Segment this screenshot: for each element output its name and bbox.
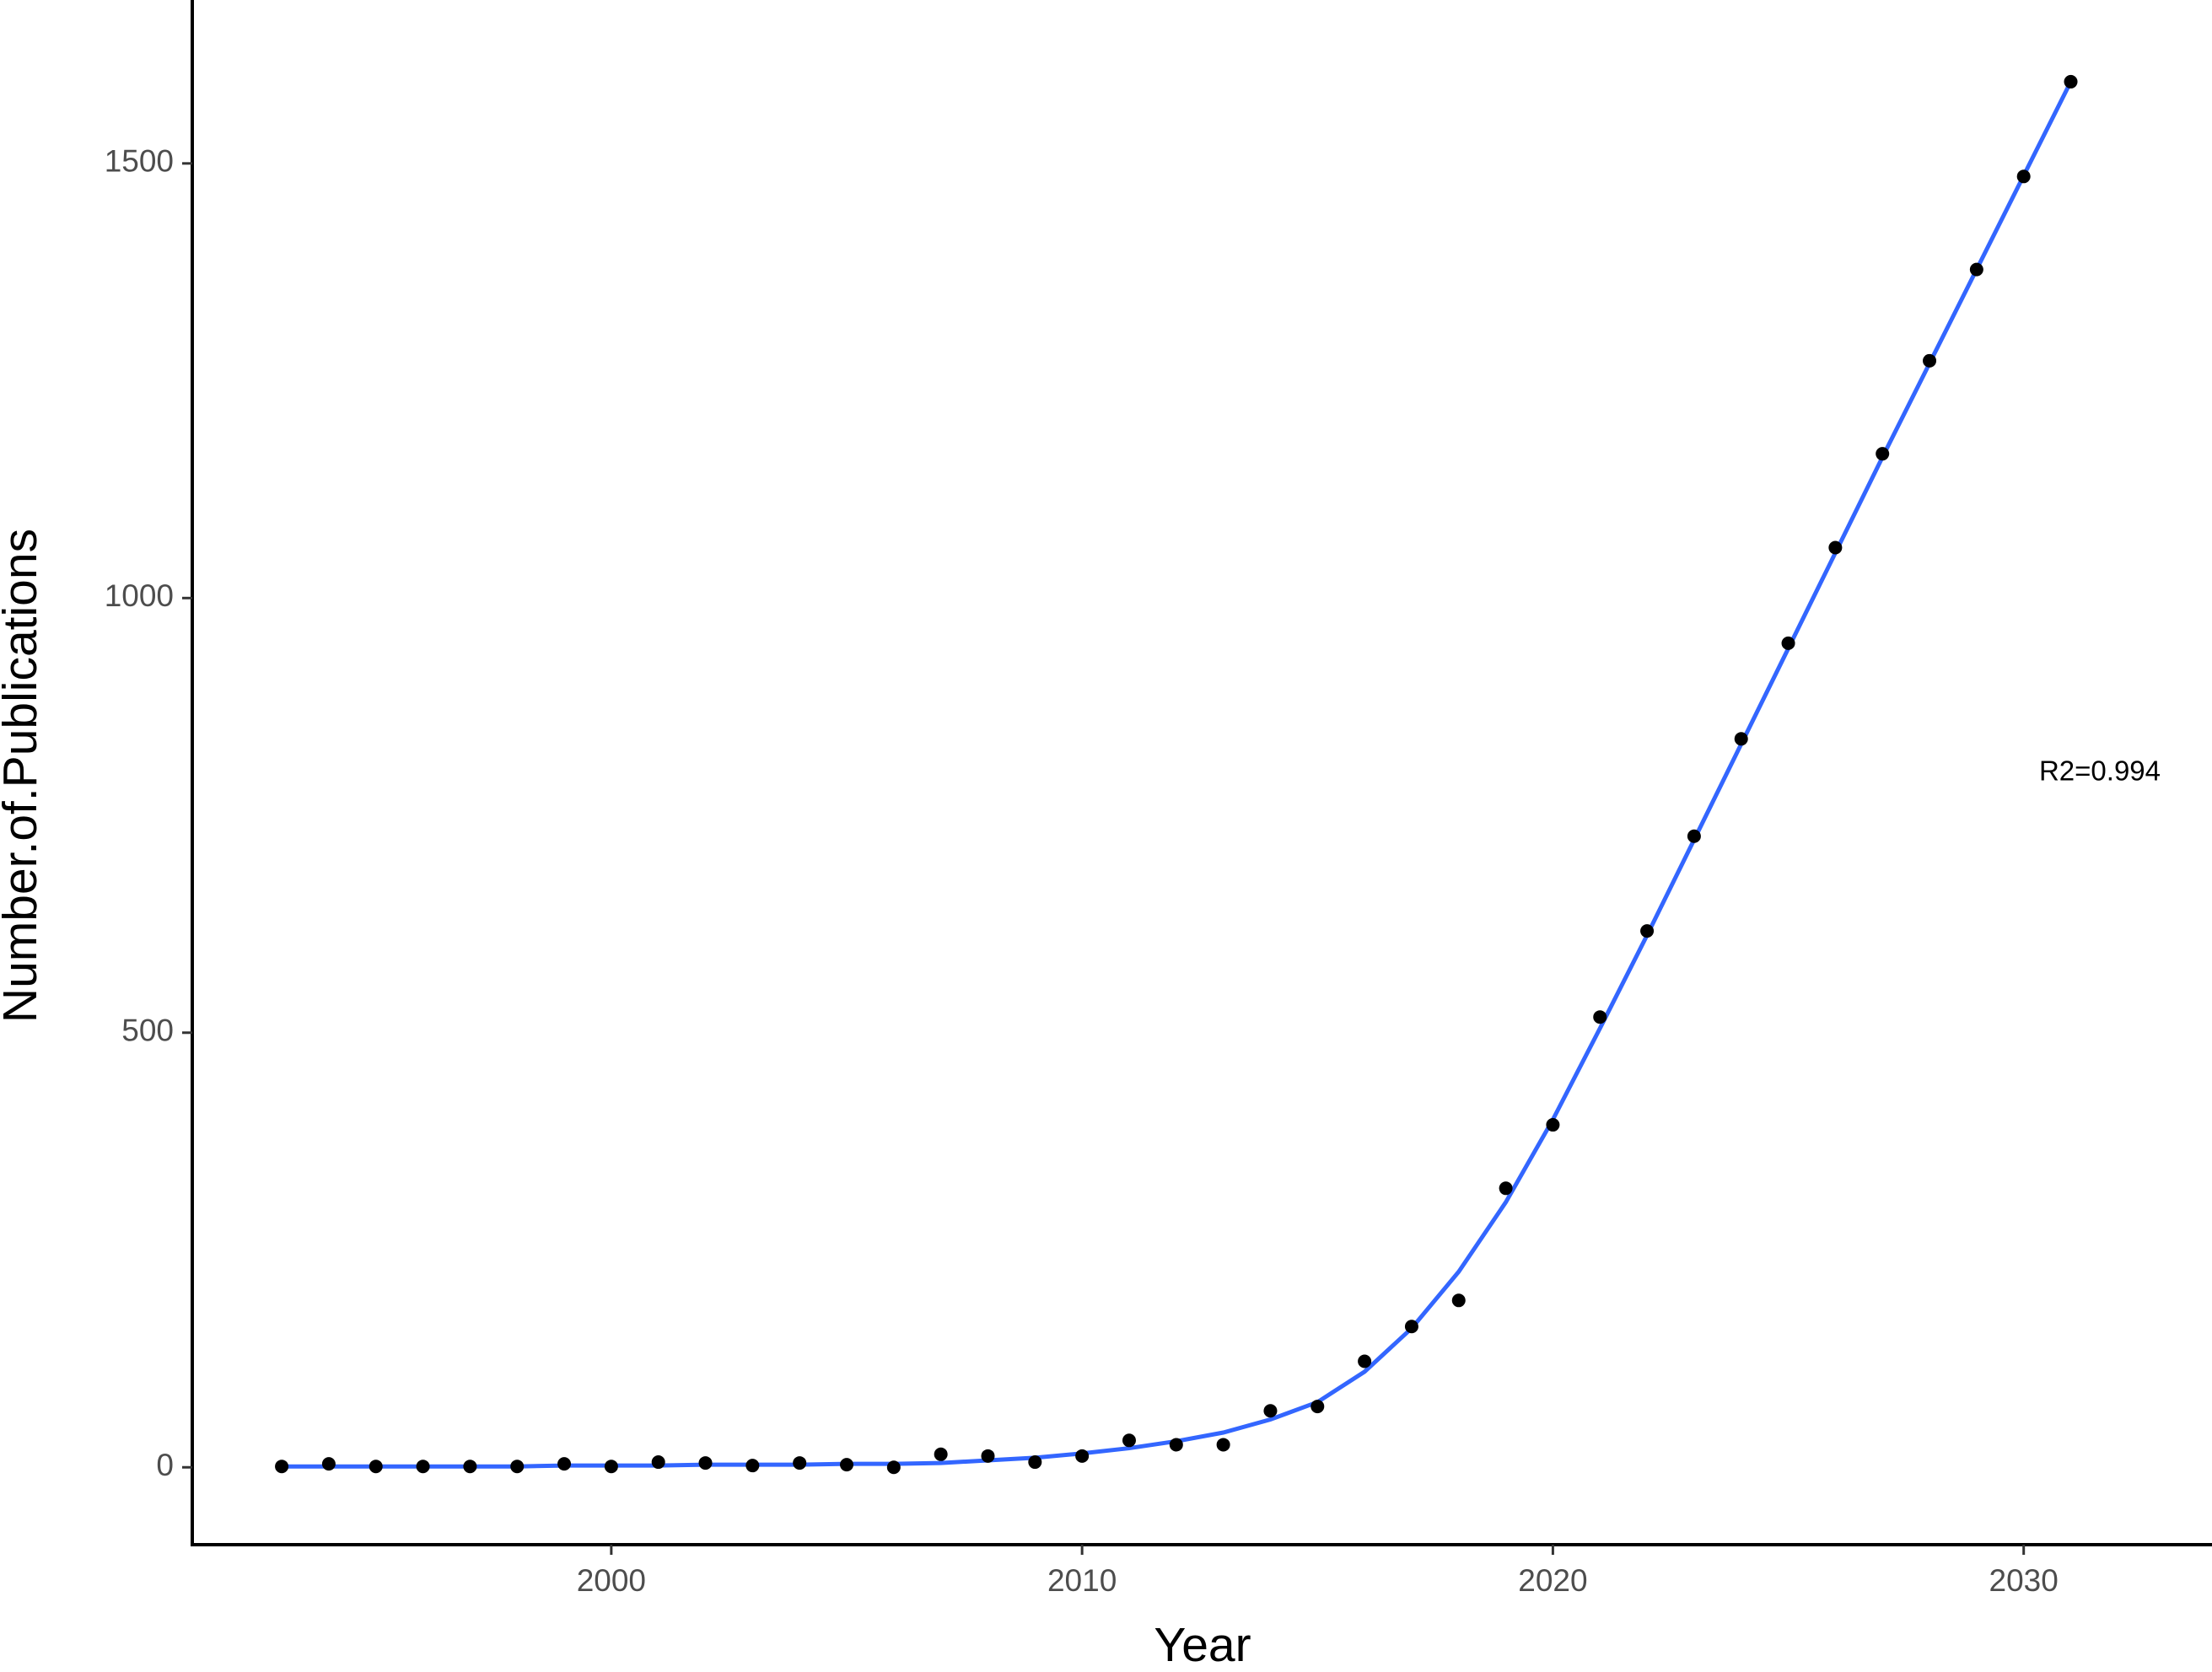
point: [745, 1459, 760, 1473]
y-tick-label: 500: [121, 1013, 174, 1048]
point: [981, 1449, 995, 1463]
point: [2016, 169, 2031, 184]
point: [1876, 447, 1890, 461]
annotation: R2=0.994: [2039, 755, 2161, 787]
point: [557, 1457, 572, 1471]
point: [1687, 829, 1701, 843]
point: [1028, 1455, 1042, 1470]
point: [1734, 732, 1748, 746]
x-tick-label: 2000: [577, 1563, 646, 1598]
point: [1969, 262, 1983, 277]
point: [510, 1460, 525, 1474]
point: [1593, 1010, 1607, 1024]
point: [1546, 1118, 1560, 1132]
y-tick-label: 1000: [105, 578, 174, 613]
point: [1169, 1438, 1183, 1452]
point: [416, 1460, 430, 1474]
point: [793, 1456, 807, 1470]
point: [934, 1447, 948, 1461]
x-axis-title: Year: [1154, 1618, 1251, 1672]
point: [321, 1457, 336, 1471]
point: [1263, 1404, 1278, 1418]
point: [1828, 540, 1843, 555]
point: [1358, 1354, 1372, 1368]
point: [1404, 1320, 1418, 1334]
point: [840, 1458, 854, 1472]
point: [369, 1460, 383, 1474]
point: [698, 1456, 713, 1470]
point: [463, 1460, 477, 1474]
point: [275, 1460, 289, 1474]
point: [1781, 636, 1795, 650]
point: [1311, 1400, 1325, 1414]
point: [1216, 1438, 1230, 1452]
point: [1640, 924, 1655, 938]
point: [1499, 1181, 1513, 1196]
point: [886, 1460, 901, 1475]
point: [1075, 1449, 1090, 1463]
point: [1122, 1433, 1136, 1448]
point: [1923, 353, 1937, 368]
x-tick-label: 2010: [1047, 1563, 1117, 1598]
y-tick-label: 1500: [105, 144, 174, 179]
x-tick-label: 2020: [1518, 1563, 1587, 1598]
fit-line: [282, 80, 2073, 1469]
point: [651, 1455, 665, 1470]
point: [1451, 1293, 1466, 1308]
x-tick-label: 2030: [1989, 1563, 2059, 1598]
y-tick-label: 0: [156, 1448, 174, 1482]
point: [2064, 74, 2078, 89]
y-axis-title: Number.of.Publications: [0, 529, 47, 1023]
point: [604, 1460, 618, 1474]
